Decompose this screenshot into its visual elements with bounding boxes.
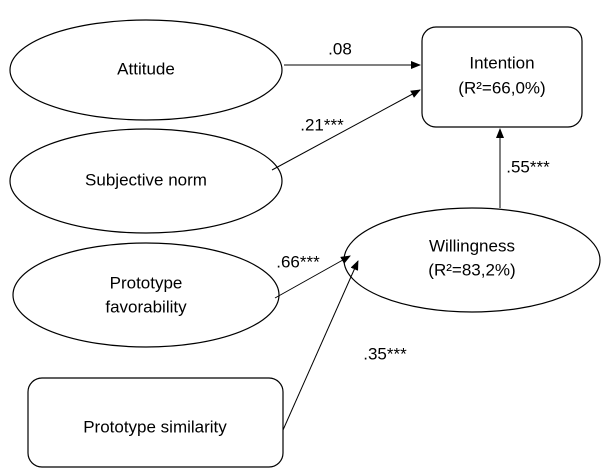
arrow	[274, 255, 351, 299]
node-shape	[12, 242, 280, 348]
arrow	[282, 260, 359, 431]
node-shape	[421, 26, 583, 128]
edge-label: .08	[328, 39, 352, 58]
edge-label: .21***	[300, 115, 344, 134]
node-shape	[27, 377, 284, 468]
node-shape	[9, 128, 283, 234]
node-shape	[9, 19, 283, 121]
edge-label: .66***	[276, 252, 320, 271]
node-label: Prototype	[110, 273, 183, 292]
arrow	[271, 89, 421, 171]
node-label: favorability	[105, 297, 187, 316]
node-label: (R²=66,0%)	[458, 78, 545, 97]
node-label: Subjective norm	[85, 170, 207, 189]
node-label: Prototype similarity	[83, 417, 227, 436]
node-label: Willingness	[429, 236, 515, 255]
node-label: Intention	[469, 53, 534, 72]
edge-label: .35***	[363, 344, 407, 363]
edge-label: .55***	[506, 157, 550, 176]
node-label: (R²=83,2%)	[428, 260, 515, 279]
node-label: Attitude	[117, 59, 175, 78]
